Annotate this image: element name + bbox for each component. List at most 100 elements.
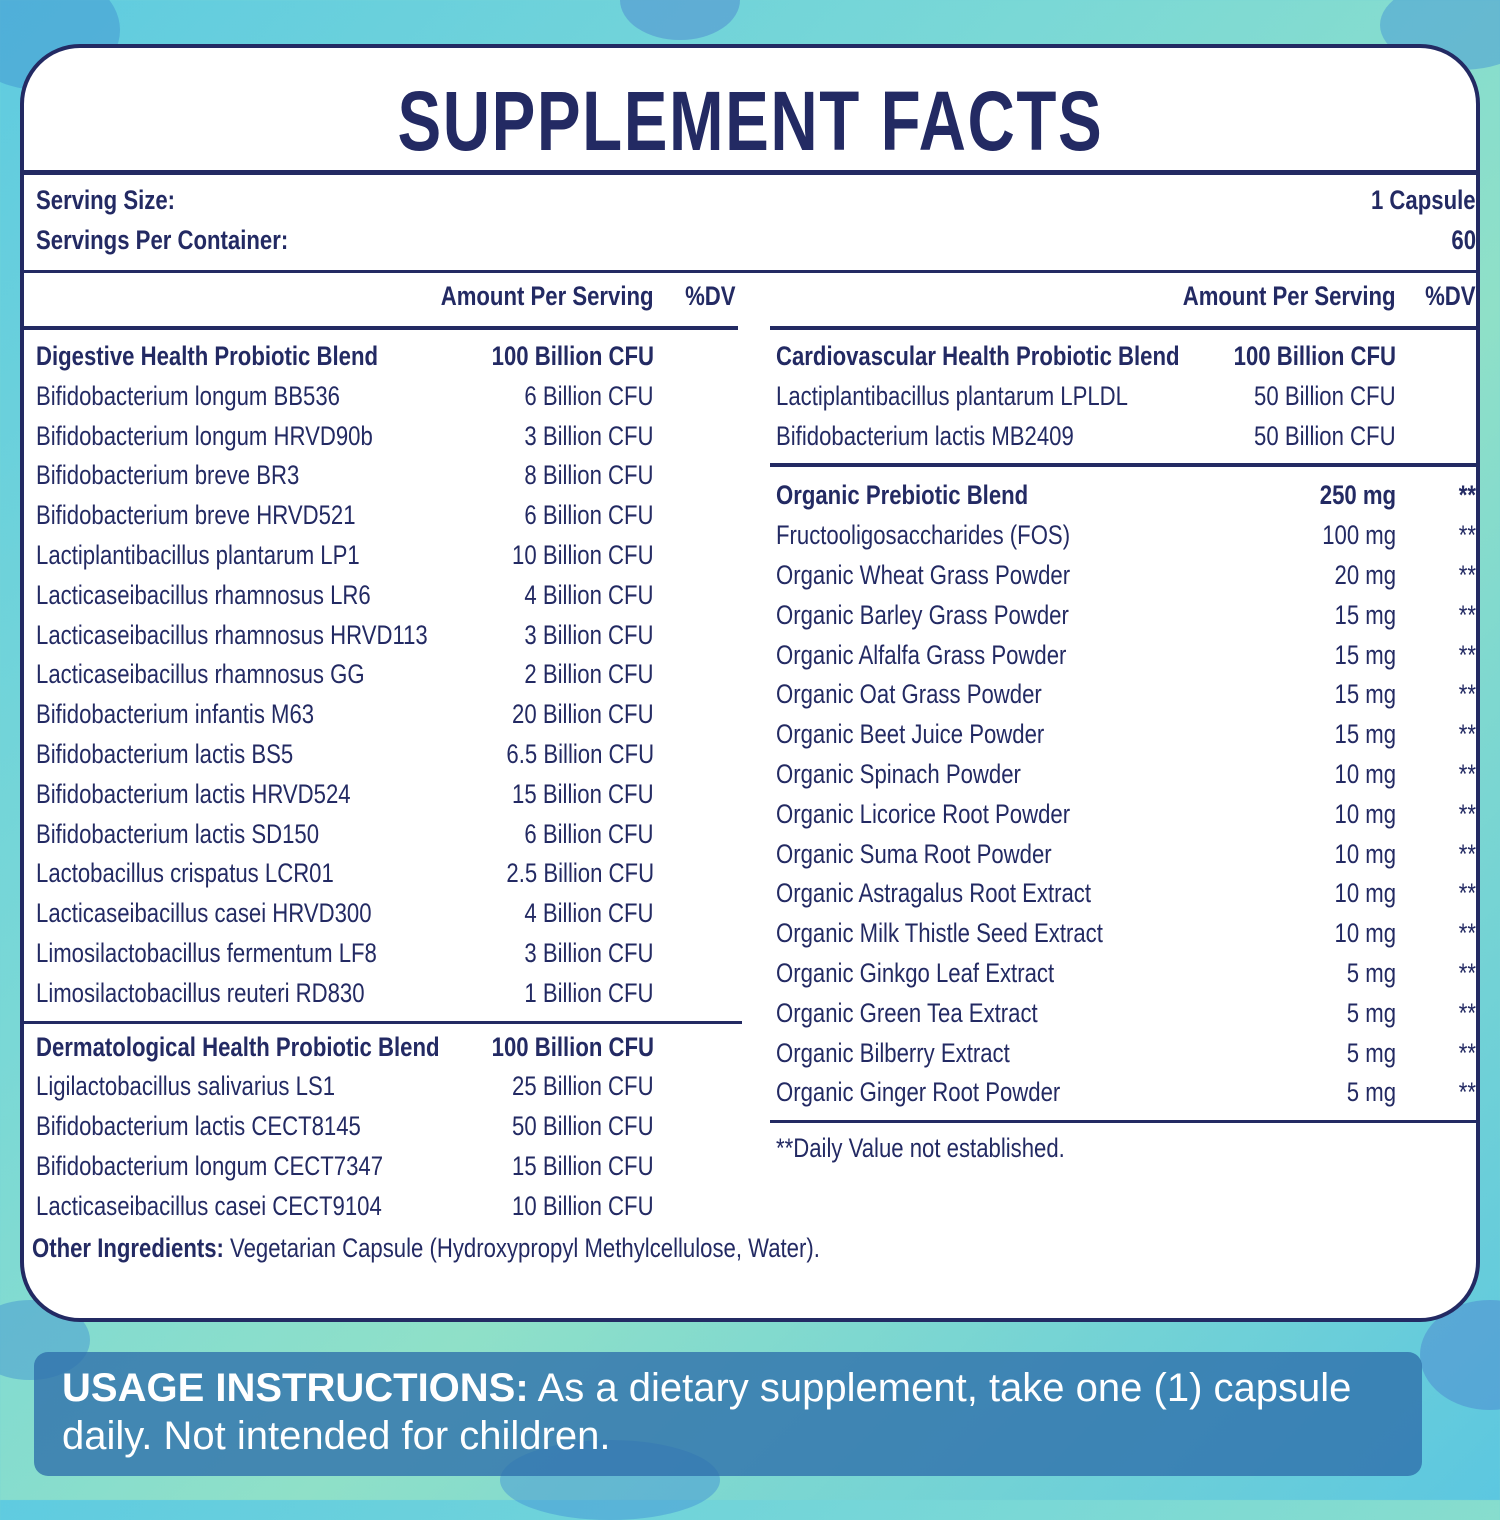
ingredient-name: Bifidobacterium longum CECT7347 xyxy=(36,1151,384,1181)
ingredient-dv: ** xyxy=(1458,1037,1476,1068)
ingredient-amount: 10 mg xyxy=(1334,878,1396,909)
ingredient-amount: 4 Billion CFU xyxy=(524,579,654,610)
serving-size-value: 1 Capsule xyxy=(1371,185,1476,215)
blend-header-row: Organic Prebiotic Blend 250 mg ** xyxy=(776,475,1476,515)
ingredient-amount: 2.5 Billion CFU xyxy=(506,858,654,889)
ingredient-row: Organic Spinach Powder 10 mg ** xyxy=(776,754,1476,794)
divider xyxy=(770,326,1476,330)
ingredient-row: Organic Milk Thistle Seed Extract 10 mg ** xyxy=(776,913,1476,953)
ingredient-name: Lacticaseibacillus rhamnosus HRVD113 xyxy=(36,619,428,650)
serving-size-label: Serving Size: xyxy=(36,185,176,215)
ingredient-row: Lactiplantibacillus plantarum LP1 10 Bill… xyxy=(36,535,736,575)
ingredient-amount: 6 Billion CFU xyxy=(524,500,654,531)
ingredient-name: Lactiplantibacillus plantarum LPLDL xyxy=(776,380,1128,411)
ingredient-name: Bifidobacterium longum BB536 xyxy=(36,380,340,411)
ingredient-row: Organic Bilberry Extract 5 mg ** xyxy=(776,1033,1476,1073)
ingredient-row: Lactiplantibacillus plantarum LPLDL 50 Bi… xyxy=(776,376,1476,416)
ingredient-name: Bifidobacterium lactis CECT8145 xyxy=(36,1111,361,1142)
ingredient-row: Bifidobacterium longum CECT7347 15 Billio… xyxy=(36,1146,736,1186)
ingredient-dv: ** xyxy=(1458,719,1476,750)
ingredient-amount: 4 Billion CFU xyxy=(524,898,654,929)
ingredient-name: Bifidobacterium longum HRVD90b xyxy=(36,420,373,451)
ingredient-name: Bifidobacterium lactis MB2409 xyxy=(776,420,1074,451)
ingredient-name: Limosilactobacillus fermentum LF8 xyxy=(36,938,377,968)
ingredient-amount: 5 mg xyxy=(1346,1037,1396,1068)
blend-header-row: Cardiovascular Health Probiotic Blend 100… xyxy=(776,336,1476,376)
ingredient-name: Lacticaseibacillus rhamnosus LR6 xyxy=(36,579,371,610)
ingredient-dv: ** xyxy=(1458,520,1476,551)
ingredient-row: Organic Astragalus Root Extract 10 mg ** xyxy=(776,873,1476,913)
ingredient-name: Cardiovascular Health Probiotic Blend xyxy=(776,341,1180,371)
amount-header: Amount Per Serving xyxy=(441,281,654,311)
ingredient-row: Limosilactobacillus reuteri RD830 1 Billi… xyxy=(36,973,736,1013)
ingredient-row: Bifidobacterium lactis HRVD524 15 Billion… xyxy=(36,774,736,814)
ingredient-row: Lactobacillus crispatus LCR01 2.5 Billion… xyxy=(36,853,736,893)
divider xyxy=(24,270,1476,273)
ingredient-dv: ** xyxy=(1458,1077,1476,1108)
ingredient-amount: 20 Billion CFU xyxy=(512,699,654,730)
serving-size-row: Serving Size: 1 Capsule xyxy=(36,180,1476,220)
ingredient-dv: ** xyxy=(1458,997,1476,1028)
ingredient-amount: 6 Billion CFU xyxy=(524,818,654,849)
ingredient-amount: 25 Billion CFU xyxy=(512,1071,654,1102)
ingredient-amount: 100 Billion CFU xyxy=(1233,341,1396,371)
right-column-header: Amount Per Serving %DV xyxy=(776,276,1476,316)
ingredient-name: Bifidobacterium lactis BS5 xyxy=(36,739,294,769)
ingredient-row: Organic Alfalfa Grass Powder 15 mg ** xyxy=(776,635,1476,675)
ingredient-name: Organic Milk Thistle Seed Extract xyxy=(776,918,1103,949)
amount-header: Amount Per Serving xyxy=(1183,281,1396,311)
ingredient-row: Bifidobacterium lactis MB2409 50 Billion … xyxy=(776,416,1476,456)
left-column-header: Amount Per Serving %DV xyxy=(36,276,736,316)
ingredient-row: Bifidobacterium infantis M63 20 Billion C… xyxy=(36,694,736,734)
ingredient-row: Fructooligosaccharides (FOS) 100 mg ** xyxy=(776,515,1476,555)
ingredient-name: Organic Suma Root Powder xyxy=(776,838,1052,869)
ingredient-name: Organic Ginger Root Powder xyxy=(776,1077,1061,1108)
ingredient-row: Organic Suma Root Powder 10 mg ** xyxy=(776,834,1476,874)
ingredient-row: Ligilactobacillus salivarius LS1 25 Billi… xyxy=(36,1066,736,1106)
ingredient-row: Organic Licorice Root Powder 10 mg ** xyxy=(776,794,1476,834)
ingredient-name: Lacticaseibacillus rhamnosus GG xyxy=(36,659,365,690)
ingredient-name: Dermatological Health Probiotic Blend xyxy=(36,1031,440,1062)
ingredient-amount: 10 mg xyxy=(1334,918,1396,949)
ingredient-row: Limosilactobacillus fermentum LF8 3 Billi… xyxy=(36,933,736,973)
ingredient-amount: 15 mg xyxy=(1334,639,1396,670)
usage-instructions: USAGE INSTRUCTIONS: As a dietary supplem… xyxy=(34,1352,1422,1476)
ingredient-row: Bifidobacterium lactis SD150 6 Billion CF… xyxy=(36,814,736,854)
ingredient-amount: 100 Billion CFU xyxy=(491,341,654,371)
ingredient-row: Lacticaseibacillus casei CECT9104 10 Bill… xyxy=(36,1186,736,1226)
ingredient-name: Organic Bilberry Extract xyxy=(776,1037,1010,1068)
other-ingredients-text: Vegetarian Capsule (Hydroxypropyl Methyl… xyxy=(223,1233,820,1263)
ingredient-amount: 10 mg xyxy=(1334,838,1396,869)
blend-header-row: Digestive Health Probiotic Blend 100 Bill… xyxy=(36,336,736,376)
ingredient-amount: 8 Billion CFU xyxy=(524,460,654,491)
ingredient-amount: 15 mg xyxy=(1334,599,1396,630)
ingredient-amount: 3 Billion CFU xyxy=(524,619,654,650)
divider xyxy=(770,463,1476,468)
ingredient-amount: 5 mg xyxy=(1346,997,1396,1028)
ingredient-name: Bifidobacterium breve HRVD521 xyxy=(36,500,356,531)
ingredient-row: Lacticaseibacillus rhamnosus GG 2 Billion… xyxy=(36,654,736,694)
ingredient-amount: 50 Billion CFU xyxy=(512,1111,654,1142)
ingredient-name: Ligilactobacillus salivarius LS1 xyxy=(36,1071,336,1102)
ingredient-amount: 10 Billion CFU xyxy=(512,540,654,570)
ingredient-name: Organic Wheat Grass Powder xyxy=(776,560,1071,590)
usage-label: USAGE INSTRUCTIONS: xyxy=(62,1366,529,1410)
ingredient-row: Lacticaseibacillus rhamnosus HRVD113 3 Bi… xyxy=(36,615,736,655)
ingredient-amount: 15 Billion CFU xyxy=(512,1151,654,1181)
ingredient-name: Lactiplantibacillus plantarum LP1 xyxy=(36,540,360,570)
ingredient-name: Organic Spinach Powder xyxy=(776,759,1021,789)
ingredient-name: Organic Astragalus Root Extract xyxy=(776,878,1092,909)
divider xyxy=(24,1020,742,1024)
servings-per-container-row: Servings Per Container: 60 xyxy=(36,220,1476,260)
ingredient-amount: 1 Billion CFU xyxy=(524,977,654,1008)
supplement-facts-panel: SUPPLEMENT FACTS Serving Size: 1 Capsule… xyxy=(20,44,1480,1322)
ingredient-row: Organic Green Tea Extract 5 mg ** xyxy=(776,993,1476,1033)
ingredient-name: Organic Licorice Root Powder xyxy=(776,798,1071,829)
background-bacteria-shape xyxy=(620,0,740,40)
ingredient-name: Organic Green Tea Extract xyxy=(776,997,1038,1028)
servings-per-container-label: Servings Per Container: xyxy=(36,225,289,255)
ingredient-row: Lacticaseibacillus casei HRVD300 4 Billio… xyxy=(36,893,736,933)
ingredient-amount: 15 Billion CFU xyxy=(512,778,654,809)
ingredient-dv: ** xyxy=(1458,958,1476,988)
usage-text: As a dietary supplement, take one (1) ca… xyxy=(62,1366,1352,1458)
